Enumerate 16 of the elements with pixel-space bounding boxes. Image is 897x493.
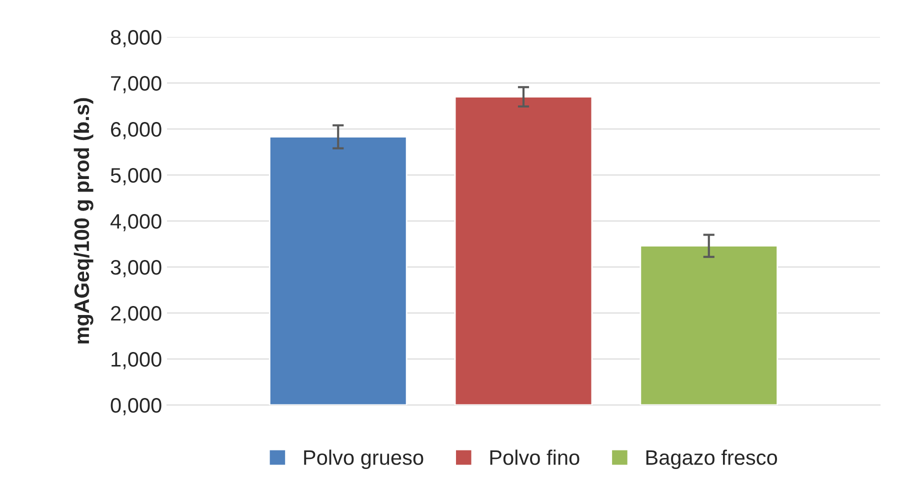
legend-label: Bagazo fresco [646,450,778,470]
legend-label: Polvo grueso [304,450,424,470]
y-tick-label: 0,000 [110,398,162,416]
y-axis-title: mgAGeq/100 g prod (b.s) [74,98,94,344]
y-tick-label: 7,000 [111,76,162,94]
y-tick-label: 1,000 [112,352,162,370]
bar [640,245,778,405]
legend-label: Polvo fino [490,450,580,465]
y-tick-label: 2,000 [111,306,162,324]
bar [454,96,593,405]
y-tick-label: 8,000 [110,30,162,48]
y-tick-label: 5,000 [110,168,162,186]
bar [268,136,408,405]
y-tick-label: 3,000 [110,260,162,278]
y-tick-label: 6,000 [111,122,162,140]
y-tick-label: 4,000 [110,214,162,232]
